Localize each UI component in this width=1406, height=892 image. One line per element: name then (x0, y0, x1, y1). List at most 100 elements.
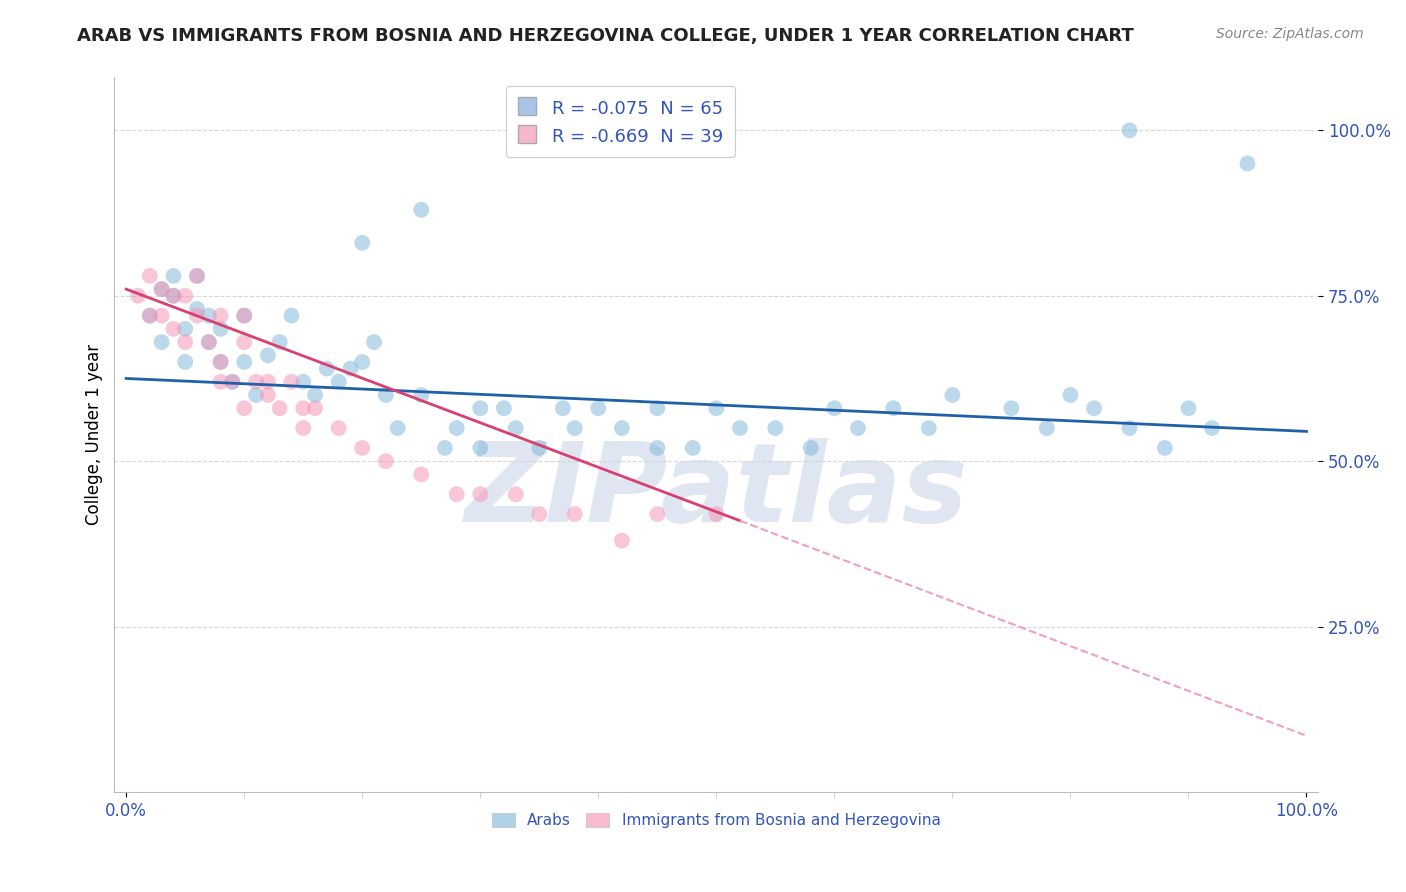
Point (564, 421, 586, 435)
Text: ARAB VS IMMIGRANTS FROM BOSNIA AND HERZEGOVINA COLLEGE, UNDER 1 YEAR CORRELATION: ARAB VS IMMIGRANTS FROM BOSNIA AND HERZE… (77, 27, 1135, 45)
Point (411, 388, 433, 402)
Legend: Arabs, Immigrants from Bosnia and Herzegovina: Arabs, Immigrants from Bosnia and Herzeg… (486, 807, 946, 834)
Point (150, 334, 173, 349)
Point (162, 268, 184, 283)
Point (209, 355, 232, 369)
Point (647, 401, 669, 416)
Point (682, 441, 704, 455)
Point (823, 401, 845, 416)
Point (150, 282, 173, 296)
Point (610, 533, 633, 548)
Point (1177, 401, 1199, 416)
Point (1000, 401, 1022, 416)
Point (292, 421, 315, 435)
Point (280, 309, 302, 323)
Point (245, 375, 267, 389)
Point (446, 421, 468, 435)
Text: ZIPatlas: ZIPatlas (464, 438, 969, 545)
Point (221, 375, 243, 389)
Point (1201, 421, 1223, 435)
Point (186, 268, 208, 283)
Point (470, 487, 492, 501)
Point (292, 375, 315, 389)
Point (162, 289, 184, 303)
Point (198, 334, 221, 349)
Point (328, 421, 350, 435)
Point (315, 361, 337, 376)
Point (470, 401, 492, 416)
Point (363, 334, 385, 349)
Point (186, 309, 208, 323)
Point (492, 401, 515, 416)
Point (647, 441, 669, 455)
Point (610, 421, 633, 435)
Point (1236, 156, 1258, 170)
Point (1118, 123, 1140, 137)
Point (339, 361, 361, 376)
Point (1083, 401, 1105, 416)
Point (221, 375, 243, 389)
Point (233, 401, 256, 416)
Point (352, 355, 374, 369)
Point (209, 322, 232, 336)
Point (505, 487, 527, 501)
Text: Source: ZipAtlas.com: Source: ZipAtlas.com (1216, 27, 1364, 41)
Point (304, 388, 326, 402)
Point (411, 202, 433, 217)
Point (150, 282, 173, 296)
Point (1036, 421, 1059, 435)
Y-axis label: College, Under 1 year: College, Under 1 year (86, 344, 103, 525)
Point (588, 401, 610, 416)
Point (352, 235, 374, 250)
Point (1059, 388, 1081, 402)
Point (269, 334, 291, 349)
Point (269, 401, 291, 416)
Point (564, 507, 586, 521)
Point (304, 401, 326, 416)
Point (257, 348, 280, 362)
Point (174, 289, 197, 303)
Point (162, 322, 184, 336)
Point (918, 421, 941, 435)
Point (139, 309, 162, 323)
Point (139, 268, 162, 283)
Point (186, 301, 208, 316)
Point (941, 388, 963, 402)
Point (292, 401, 315, 416)
Point (387, 421, 409, 435)
Point (328, 375, 350, 389)
Point (233, 355, 256, 369)
Point (233, 309, 256, 323)
Point (174, 322, 197, 336)
Point (174, 355, 197, 369)
Point (846, 421, 869, 435)
Point (209, 309, 232, 323)
Point (209, 375, 232, 389)
Point (433, 441, 456, 455)
Point (704, 507, 727, 521)
Point (150, 309, 173, 323)
Point (280, 375, 302, 389)
Point (257, 388, 280, 402)
Point (763, 421, 786, 435)
Point (1118, 421, 1140, 435)
Point (800, 441, 823, 455)
Point (704, 401, 727, 416)
Point (127, 289, 149, 303)
Point (1153, 441, 1175, 455)
Point (352, 441, 374, 455)
Point (162, 289, 184, 303)
Point (446, 487, 468, 501)
Point (529, 507, 551, 521)
Point (551, 401, 574, 416)
Point (374, 454, 396, 468)
Point (209, 355, 232, 369)
Point (257, 375, 280, 389)
Point (411, 467, 433, 482)
Point (245, 388, 267, 402)
Point (198, 309, 221, 323)
Point (529, 441, 551, 455)
Point (470, 441, 492, 455)
Point (139, 309, 162, 323)
Point (647, 507, 669, 521)
